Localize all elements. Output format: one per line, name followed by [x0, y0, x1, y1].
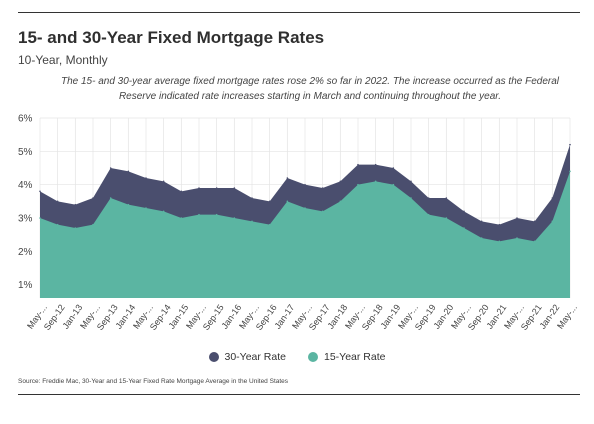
point-15-year [127, 203, 130, 206]
y-tick-label: 4% [18, 180, 33, 191]
y-tick-label: 5% [18, 147, 33, 158]
bottom-rule [18, 394, 580, 395]
point-30-year [427, 197, 430, 199]
point-30-year [215, 187, 218, 189]
point-15-year [427, 213, 430, 216]
point-15-year [215, 213, 218, 216]
point-30-year [251, 197, 253, 199]
point-30-year [357, 163, 359, 166]
legend-swatch-30-year [208, 352, 219, 362]
point-30-year [145, 177, 147, 179]
point-15-year [145, 207, 147, 209]
point-15-year [286, 200, 289, 203]
source-note: Source: Freddie Mac, 30-Year and 15-Year… [18, 378, 289, 385]
point-30-year [304, 183, 306, 186]
chart-annotation: The 15- and 30-year average fixed mortga… [60, 76, 560, 102]
point-30-year [480, 220, 483, 223]
point-30-year [463, 210, 465, 213]
point-30-year [74, 203, 77, 206]
y-tick-label: 2% [18, 247, 33, 258]
point-15-year [374, 180, 377, 183]
legend-item-15-year: 15-Year Rate [308, 351, 386, 363]
point-30-year [533, 220, 536, 223]
legend-swatch-15-year [308, 352, 318, 362]
legend-item-30-year: 30-Year Rate [208, 351, 287, 363]
point-15-year [463, 227, 465, 229]
point-15-year [268, 223, 271, 226]
point-15-year [498, 240, 501, 243]
legend: 30-Year Rate 15-Year Rate [0, 351, 594, 363]
chart-title: 15- and 30-Year Fixed Mortgage Rates [18, 28, 325, 47]
point-30-year [516, 217, 518, 219]
point-30-year [410, 180, 412, 183]
point-30-year [162, 180, 165, 183]
y-tick-label: 6% [18, 114, 33, 125]
point-15-year [357, 183, 359, 186]
point-30-year [445, 197, 448, 199]
point-30-year [92, 197, 94, 199]
point-15-year [198, 213, 200, 216]
point-15-year [533, 240, 536, 243]
point-15-year [180, 217, 183, 219]
point-30-year [392, 167, 395, 169]
point-30-year [498, 223, 501, 226]
y-tick-label: 1% [18, 280, 33, 291]
point-30-year [286, 177, 289, 179]
point-15-year [56, 223, 59, 226]
point-30-year [321, 187, 324, 189]
point-30-year [56, 200, 59, 203]
legend-label-15-year: 15-Year Rate [324, 351, 386, 363]
chart-subtitle: 10-Year, Monthly [18, 53, 108, 67]
top-rule [18, 12, 580, 13]
point-15-year [516, 237, 518, 239]
point-15-year [445, 217, 448, 219]
point-30-year [127, 170, 130, 173]
point-15-year [480, 237, 483, 239]
point-15-year [410, 197, 412, 199]
point-15-year [233, 217, 236, 219]
point-30-year [180, 190, 183, 193]
point-15-year [74, 227, 77, 229]
point-30-year [268, 200, 271, 203]
point-15-year [569, 170, 571, 173]
series-area-15-year [40, 171, 570, 298]
point-30-year [198, 187, 200, 189]
point-30-year [374, 163, 377, 166]
point-15-year [321, 210, 324, 213]
point-30-year [233, 187, 236, 189]
point-15-year [109, 197, 112, 199]
point-15-year [39, 217, 41, 219]
point-30-year [551, 197, 554, 199]
point-30-year [339, 180, 342, 183]
point-30-year [39, 190, 41, 193]
point-15-year [339, 200, 342, 203]
point-15-year [251, 220, 253, 223]
point-30-year [109, 167, 112, 169]
point-15-year [92, 223, 94, 226]
point-15-year [551, 220, 554, 223]
point-30-year [569, 143, 571, 146]
point-15-year [392, 183, 395, 186]
area-series [39, 143, 571, 298]
legend-label-30-year: 30-Year Rate [224, 351, 287, 363]
y-tick-label: 3% [18, 214, 33, 225]
point-15-year [304, 207, 306, 209]
point-15-year [162, 210, 165, 213]
